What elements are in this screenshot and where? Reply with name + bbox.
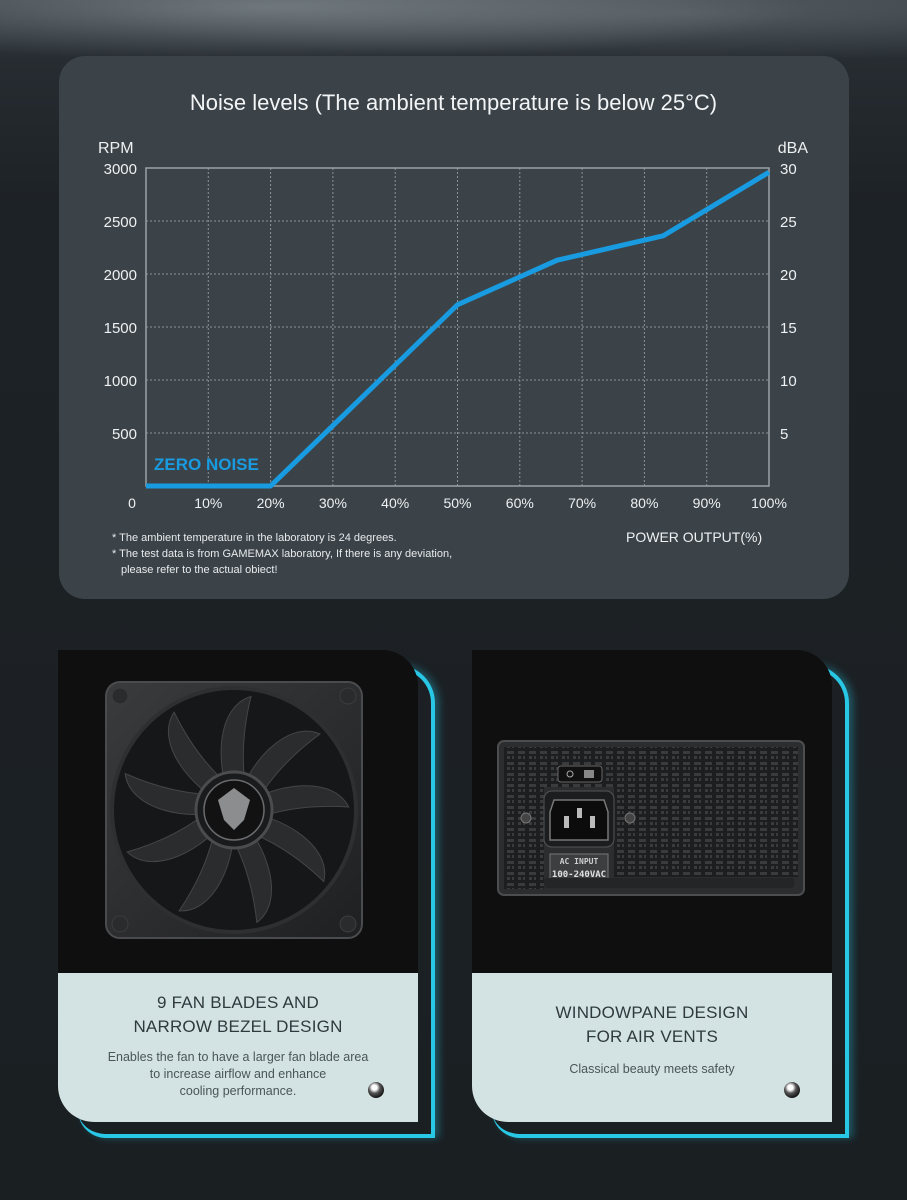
card-heading-line: 9 FAN BLADES AND: [157, 993, 319, 1012]
card-heading-line: NARROW BEZEL DESIGN: [133, 1017, 343, 1036]
note-line: * The ambient temperature in the laborat…: [112, 532, 397, 544]
card-body: AC INPUT 100-240VAC WINDOWPANE DESIGN FO…: [472, 650, 832, 1122]
zero-noise-annotation: ZERO NOISE: [154, 455, 259, 474]
x-tick-label: 100%: [751, 495, 787, 511]
series-line: [146, 170, 771, 489]
card-bullet-icon[interactable]: [784, 1082, 800, 1098]
y-left-tick-label: 3000: [104, 161, 137, 178]
x-tick-label: 10%: [194, 495, 222, 511]
x-tick-label: 60%: [506, 495, 534, 511]
y-left-tick-label: 2000: [104, 267, 137, 284]
y-left-tick-label: 1500: [104, 320, 137, 337]
y-right-tick-label: 25: [780, 214, 797, 231]
chart-notes: * The ambient temperature in the laborat…: [112, 530, 452, 578]
y-left-tick-label: 500: [112, 426, 137, 443]
card-heading-line: WINDOWPANE DESIGN: [555, 1003, 749, 1022]
y-right-axis-label: dBA: [778, 140, 809, 157]
x-tick-label: 50%: [443, 495, 471, 511]
card-desc-line: Enables the fan to have a larger fan bla…: [107, 1050, 369, 1064]
x-tick-label: 70%: [568, 495, 596, 511]
y-left-axis-label: RPM: [98, 140, 134, 157]
vent-feature-card: AC INPUT 100-240VAC WINDOWPANE DESIGN FO…: [472, 650, 849, 1138]
fan-image: [58, 650, 418, 973]
card-desc-line: to increase airflow and enhance: [149, 1067, 327, 1081]
y-left-tick-label: 2500: [104, 214, 137, 231]
y-right-tick-label: 15: [780, 320, 797, 337]
card-desc-line: cooling performance.: [179, 1084, 297, 1098]
x-tick-label: 30%: [319, 495, 347, 511]
noise-chart: 500 1000 1500 2000 2500 3000 5 10 15 20 25 30 RPM dBA…: [98, 140, 809, 511]
card-desc-line: Classical beauty meets safety: [569, 1062, 735, 1076]
x-tick-label: 0: [128, 495, 136, 511]
x-tick-label: 90%: [693, 495, 721, 511]
psu-rear-illustration: AC INPUT 100-240VAC: [497, 740, 805, 896]
x-tick-label: 80%: [630, 495, 658, 511]
x-axis-title: POWER OUTPUT(%): [626, 529, 763, 545]
card-heading-line: FOR AIR VENTS: [585, 1027, 718, 1046]
card-bullet-icon[interactable]: [368, 1082, 384, 1098]
card-text-panel: 9 FAN BLADES AND NARROW BEZEL DESIGN Ena…: [58, 973, 418, 1122]
note-line: please refer to the actual obiect!: [121, 564, 278, 576]
fan-feature-card: 9 FAN BLADES AND NARROW BEZEL DESIGN Ena…: [58, 650, 435, 1138]
card-body: 9 FAN BLADES AND NARROW BEZEL DESIGN Ena…: [58, 650, 418, 1122]
chart-title: Noise levels (The ambient temperature is…: [189, 90, 718, 115]
y-right-tick-label: 10: [780, 373, 797, 390]
y-right-tick-label: 30: [780, 161, 797, 178]
note-line: * The test data is from GAMEMAX laborato…: [112, 548, 453, 560]
y-right-tick-label: 5: [780, 426, 788, 443]
plot-frame: [145, 167, 770, 487]
ac-voltage-label: 100-240VAC: [552, 870, 606, 880]
y-right-tick-label: 20: [780, 267, 797, 284]
x-tick-label: 40%: [381, 495, 409, 511]
y-left-tick-label: 1000: [104, 373, 137, 390]
x-tick-label: 20%: [257, 495, 285, 511]
card-text-panel: WINDOWPANE DESIGN FOR AIR VENTS Classica…: [472, 973, 832, 1122]
ac-input-label: AC INPUT: [560, 857, 599, 866]
fan-illustration: [105, 681, 363, 939]
psu-rear-image: AC INPUT 100-240VAC: [472, 650, 832, 973]
